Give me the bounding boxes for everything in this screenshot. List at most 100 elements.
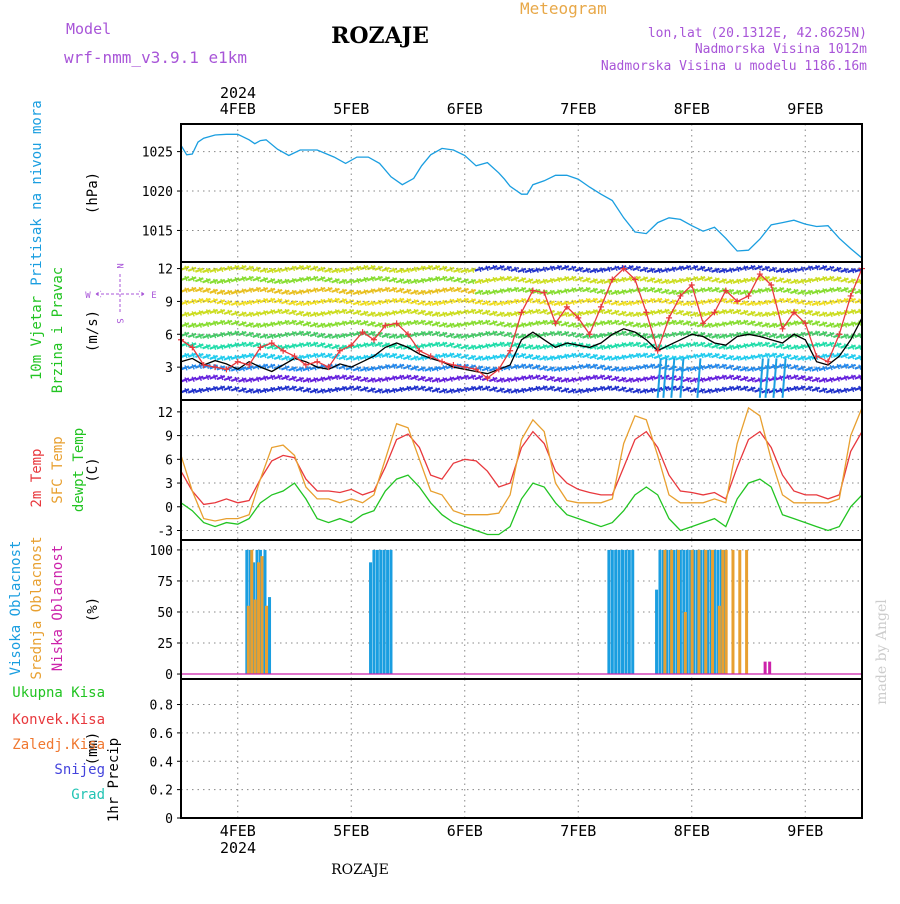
wind-barb: [366, 377, 376, 383]
wind-barb: [385, 352, 389, 358]
wind-barb: [557, 289, 561, 295]
wind-barb: [679, 358, 685, 398]
wind-barb: [334, 278, 339, 284]
wind-barb: [474, 319, 484, 325]
wind-barb: [496, 341, 505, 347]
wind-barb: [729, 374, 733, 380]
wind-barb: [227, 375, 231, 382]
wind-barb: [521, 387, 525, 394]
wind-barb: [366, 300, 376, 306]
wind-barb: [413, 299, 418, 305]
wind-barb: [578, 332, 582, 339]
wind-barb: [374, 377, 383, 383]
gust-point: [234, 358, 241, 365]
wind-barb: [858, 344, 862, 350]
wind-barb: [675, 355, 685, 361]
wind-barb: [424, 277, 434, 283]
wind-barb: [316, 376, 326, 382]
wind-barb: [406, 320, 410, 326]
wind-barb: [743, 366, 747, 372]
wind-barb: [220, 319, 224, 326]
wind-barb: [506, 388, 511, 394]
wind-barb: [471, 320, 475, 326]
wind-barb: [657, 353, 661, 360]
wind-barb: [564, 311, 568, 317]
wind-barb: [632, 388, 641, 394]
wind-barb: [682, 354, 692, 360]
wind-barb: [822, 365, 826, 372]
wind-barb: [256, 322, 260, 329]
wind-barb: [313, 322, 317, 328]
wind-barb: [617, 310, 627, 317]
wind-barb: [700, 265, 704, 272]
wind-barb: [331, 344, 340, 350]
wind-barb: [836, 322, 840, 329]
wind-barb: [313, 388, 317, 394]
wind-barb: [542, 319, 547, 326]
wind-barb: [356, 355, 360, 361]
precip-legend-2: Zaledj.Kisa: [12, 737, 105, 753]
cloud-bar: [264, 605, 268, 675]
wind-barb: [445, 376, 455, 382]
wind-barb: [804, 376, 814, 382]
wind-barb: [789, 278, 799, 285]
wind-barb: [754, 366, 763, 372]
wind-barb: [234, 276, 238, 283]
wind-barb: [209, 298, 219, 304]
wind-barb: [342, 308, 346, 315]
wind-barb: [851, 297, 855, 304]
wind-barb: [592, 278, 597, 284]
gust-point: [405, 331, 411, 338]
wind-barb: [797, 375, 806, 381]
wind-barb: [413, 385, 418, 391]
wind-barb: [847, 333, 857, 339]
wind-barb: [797, 344, 806, 350]
wind-barb: [392, 286, 396, 293]
wind-barb: [399, 309, 403, 315]
wind-barb: [352, 289, 362, 295]
wind-barb: [632, 377, 641, 383]
wind-barb: [506, 377, 511, 383]
wind-barb: [678, 289, 683, 296]
wind-barb: [589, 354, 598, 360]
wind-barb: [198, 277, 202, 283]
wind-barb: [327, 333, 332, 339]
wind-barb: [463, 353, 468, 360]
wind-barb: [392, 333, 396, 339]
wind-barb: [359, 300, 369, 306]
wind-barb: [607, 319, 611, 326]
wind-barb: [732, 375, 742, 381]
wind-barb: [327, 297, 332, 304]
wind-barb: [420, 277, 425, 284]
y-tick-label: 1025: [142, 146, 173, 161]
wind-barb: [531, 278, 541, 285]
wind-barb: [352, 278, 362, 284]
wind-barb: [420, 330, 425, 337]
wind-barb: [818, 288, 828, 294]
wind-barb: [732, 289, 742, 295]
wind-barb: [187, 388, 197, 394]
wind-barb: [385, 388, 389, 394]
wind-barb: [445, 266, 455, 272]
wind-barb: [323, 333, 333, 339]
wind-barb: [313, 341, 317, 348]
wind-barb: [438, 311, 448, 317]
wind-barb: [743, 277, 747, 284]
wind-barb: [743, 343, 747, 349]
wind-barb: [237, 377, 247, 383]
wind-barb: [338, 298, 348, 304]
wind-barb: [818, 321, 828, 327]
wind-barb: [732, 278, 742, 284]
wind-barb: [266, 268, 276, 274]
wind-barb: [804, 300, 814, 306]
cloud-bar: [731, 549, 735, 675]
wind-barb: [689, 377, 699, 383]
wind-barb: [514, 298, 518, 305]
wind-barb: [736, 289, 740, 296]
wind-barb: [266, 309, 276, 315]
wind-barb: [825, 311, 835, 317]
wind-barb: [668, 299, 677, 305]
wind-barb: [678, 343, 683, 349]
wind-barb: [463, 287, 468, 294]
wind-barb: [772, 286, 776, 293]
